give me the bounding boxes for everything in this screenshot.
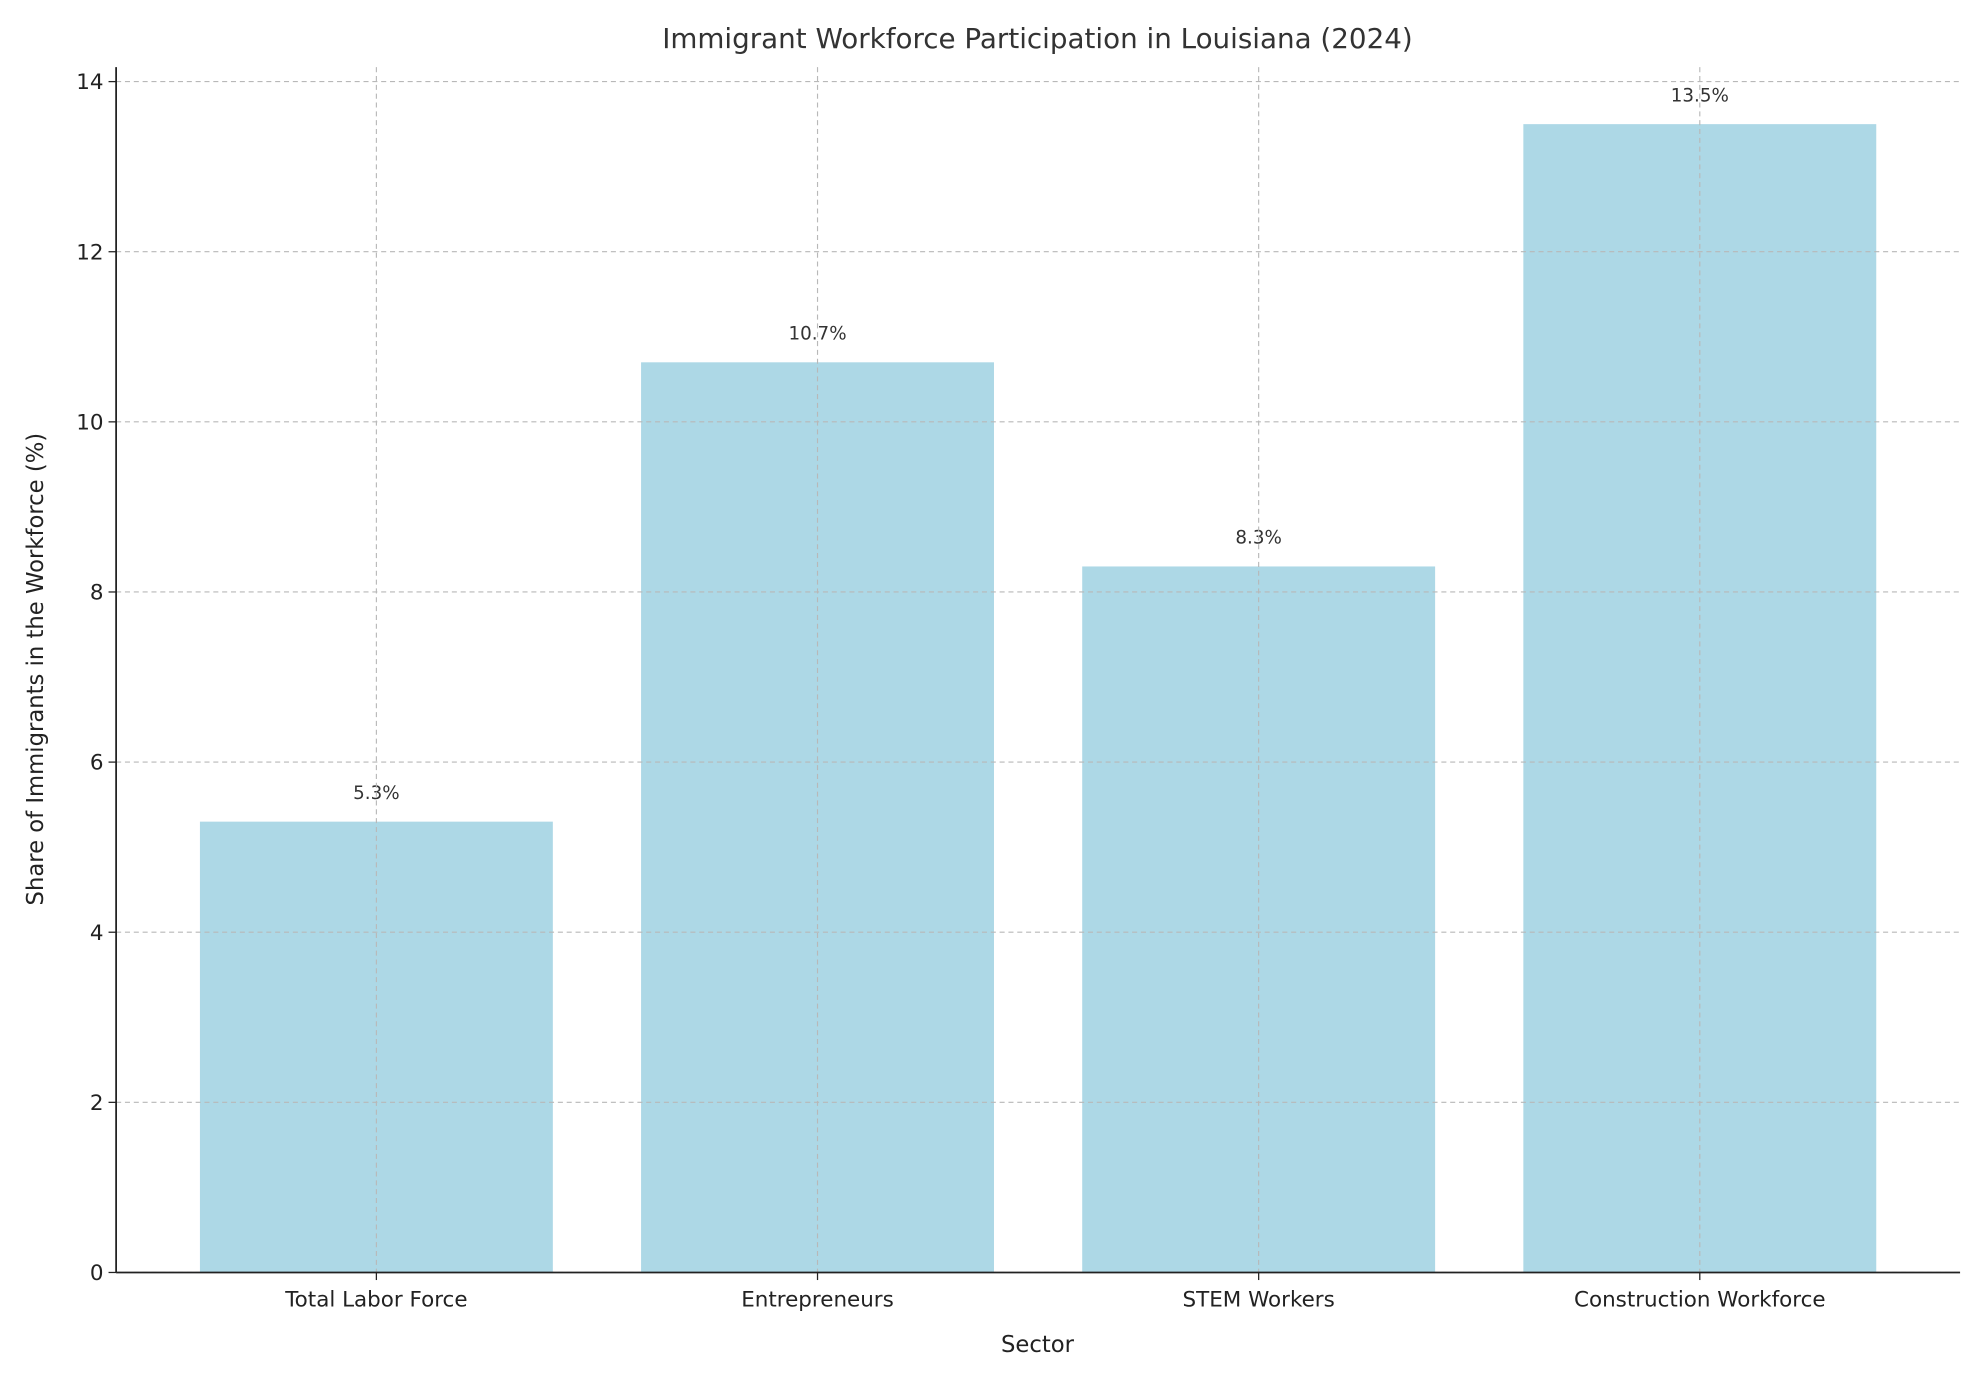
- y-tick-label: 8: [90, 581, 104, 606]
- x-tick-label: STEM Workers: [1183, 1288, 1335, 1313]
- y-tick-label: 10: [76, 410, 103, 435]
- y-tick-label: 4: [90, 921, 104, 946]
- y-tick-label: 14: [76, 70, 103, 95]
- y-tick-label: 0: [90, 1261, 104, 1286]
- y-axis-label: Share of Immigrants in the Workforce (%): [23, 433, 49, 906]
- axes: 0 2 4 6 8 10 12 14 Total Labor Force Entrepreneur…: [76, 67, 1961, 1313]
- bar-0: [199, 821, 553, 1273]
- x-tick-label: Total Labor Force: [284, 1288, 467, 1313]
- x-tick-label: Construction Workforce: [1574, 1288, 1826, 1313]
- y-tick-label: 12: [76, 240, 103, 265]
- y-tick-label: 2: [90, 1091, 104, 1116]
- chart-title: Immigrant Workforce Participation in Lou…: [662, 22, 1413, 55]
- bar-1: [641, 362, 994, 1273]
- bars: 5.3%10.7%8.3%13.5%: [199, 85, 1877, 1273]
- x-tick-label: Entrepreneurs: [741, 1288, 894, 1313]
- x-axis-label: Sector: [1001, 1332, 1075, 1358]
- y-tick-label: 6: [90, 751, 104, 776]
